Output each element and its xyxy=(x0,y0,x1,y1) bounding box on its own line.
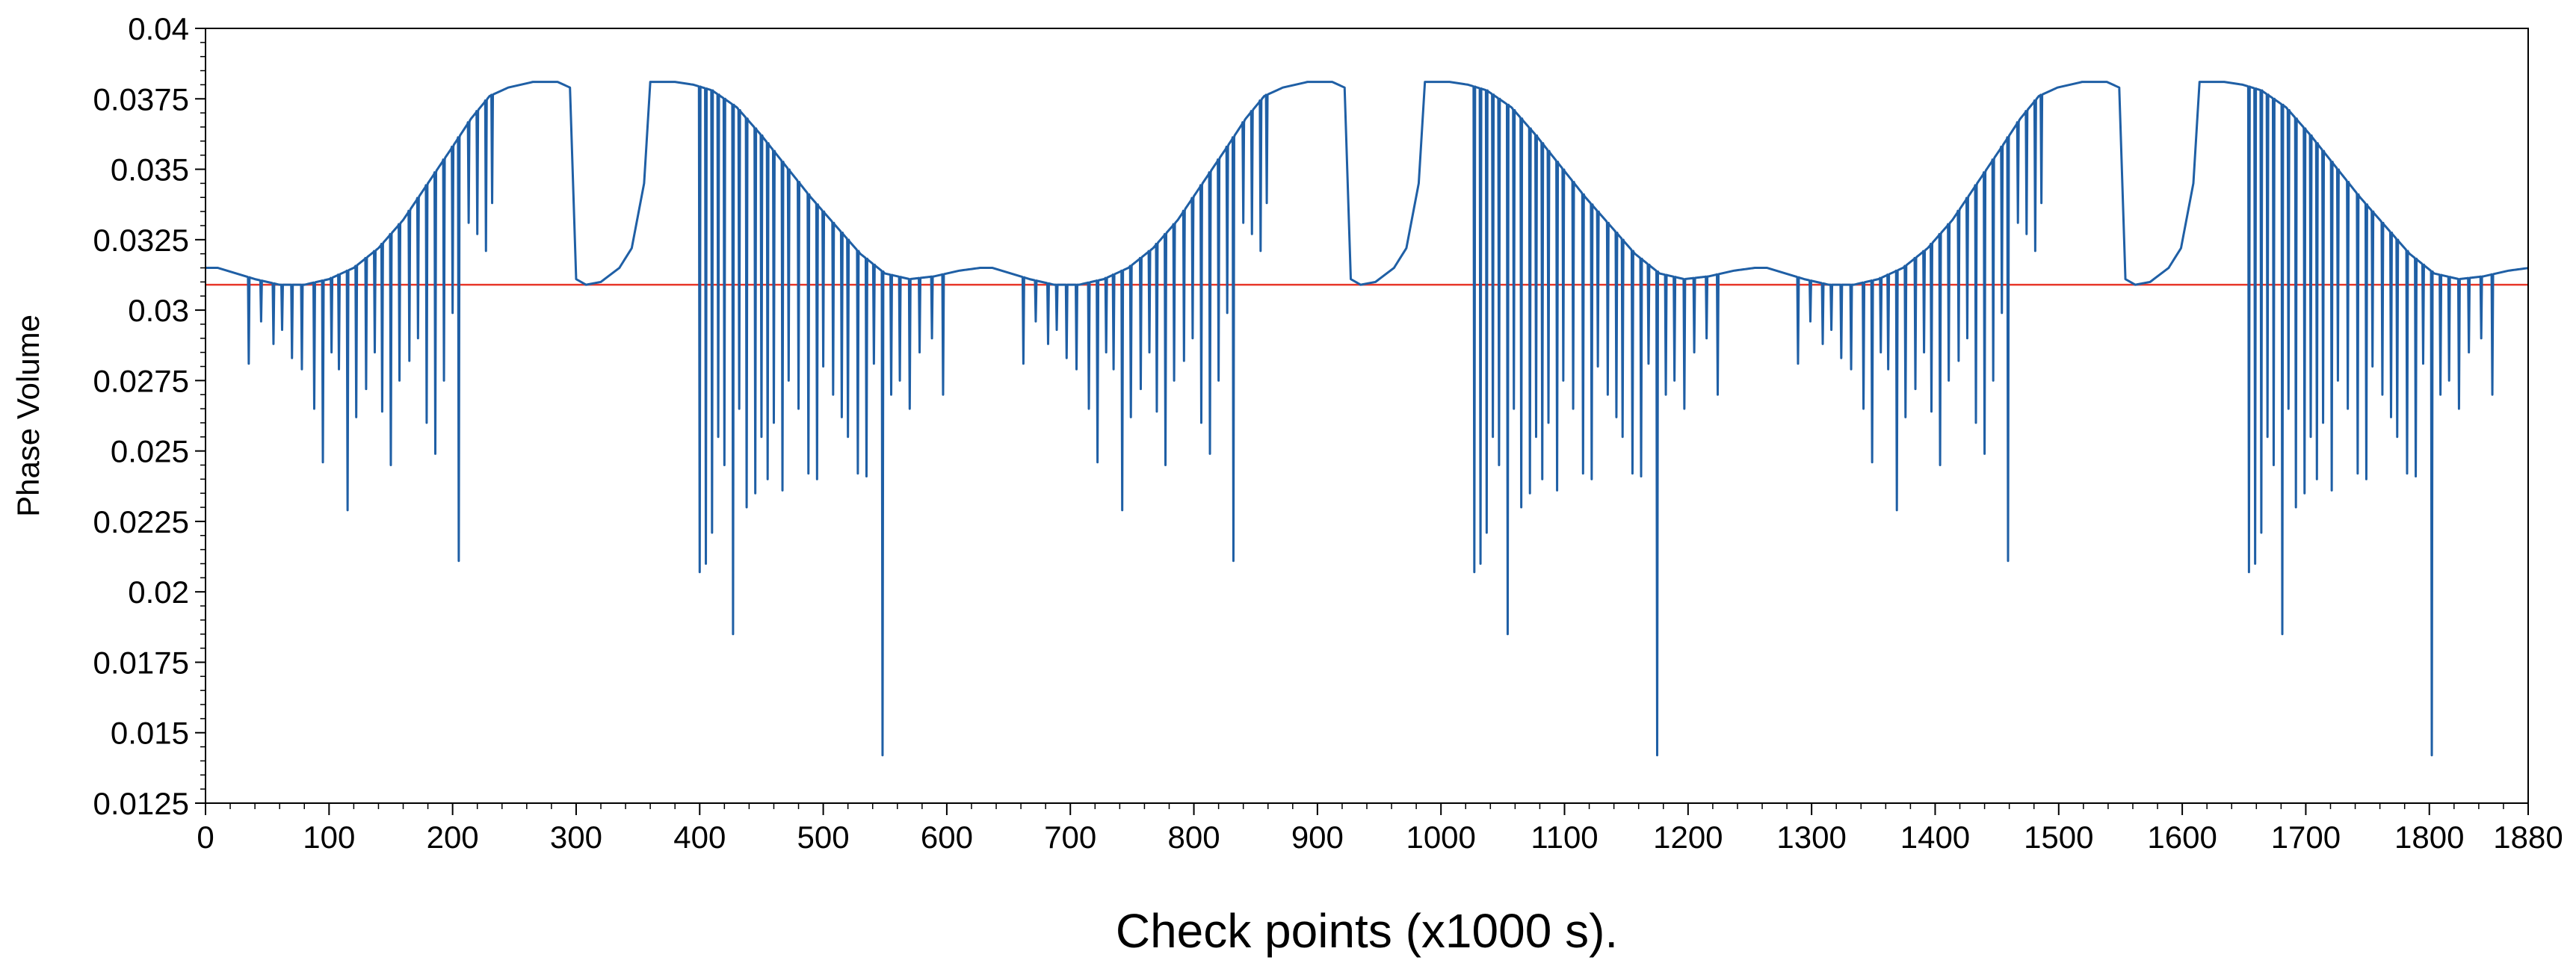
x-tick-label: 1200 xyxy=(1653,820,1723,855)
y-axis-title: Phase Volume xyxy=(10,315,46,517)
y-tick-label: 0.025 xyxy=(111,434,189,469)
x-tick-label: 600 xyxy=(921,820,973,855)
y-tick-label: 0.015 xyxy=(111,716,189,751)
x-tick-label: 1100 xyxy=(1531,820,1598,855)
x-tick-label: 1500 xyxy=(2024,820,2093,855)
x-tick-label: 1600 xyxy=(2147,820,2217,855)
x-tick-label: 200 xyxy=(427,820,479,855)
y-tick-label: 0.02 xyxy=(128,575,189,610)
y-tick-label: 0.0175 xyxy=(93,645,189,680)
y-tick-label: 0.0275 xyxy=(93,363,189,398)
x-tick-label: 1800 xyxy=(2394,820,2464,855)
y-tick-label: 0.0375 xyxy=(93,81,189,117)
x-tick-label: 500 xyxy=(797,820,850,855)
series-layer xyxy=(206,81,2529,757)
x-tick-label: 800 xyxy=(1168,820,1220,855)
x-tick-label: 1880 xyxy=(2493,820,2563,855)
x-tick-label: 1700 xyxy=(2271,820,2341,855)
axes-layer: 0.0125 0.015 0.0175 0.02 0.0225 0.025 0.0275 0.… xyxy=(93,11,2563,855)
y-tick-label: 0.0325 xyxy=(93,223,189,258)
y-tick-label: 0.04 xyxy=(128,11,189,46)
x-tick-label: 1400 xyxy=(1900,820,1970,855)
x-tick-label: 1300 xyxy=(1776,820,1846,855)
x-tick-label: 1000 xyxy=(1406,820,1475,855)
y-tick-label: 0.0125 xyxy=(93,786,189,821)
x-tick-label: 0 xyxy=(197,820,214,855)
x-tick-label: 400 xyxy=(673,820,726,855)
x-tick-label: 900 xyxy=(1291,820,1344,855)
x-tick-label: 100 xyxy=(303,820,355,855)
x-tick-label: 700 xyxy=(1044,820,1096,855)
phase-volume-series-line xyxy=(206,81,2529,757)
y-tick-label: 0.0225 xyxy=(93,504,189,539)
y-tick-label: 0.03 xyxy=(128,293,189,328)
x-tick-label: 300 xyxy=(550,820,602,855)
x-axis-title: Check points (x1000 s). xyxy=(1116,904,1618,958)
y-tick-label: 0.035 xyxy=(111,152,189,188)
